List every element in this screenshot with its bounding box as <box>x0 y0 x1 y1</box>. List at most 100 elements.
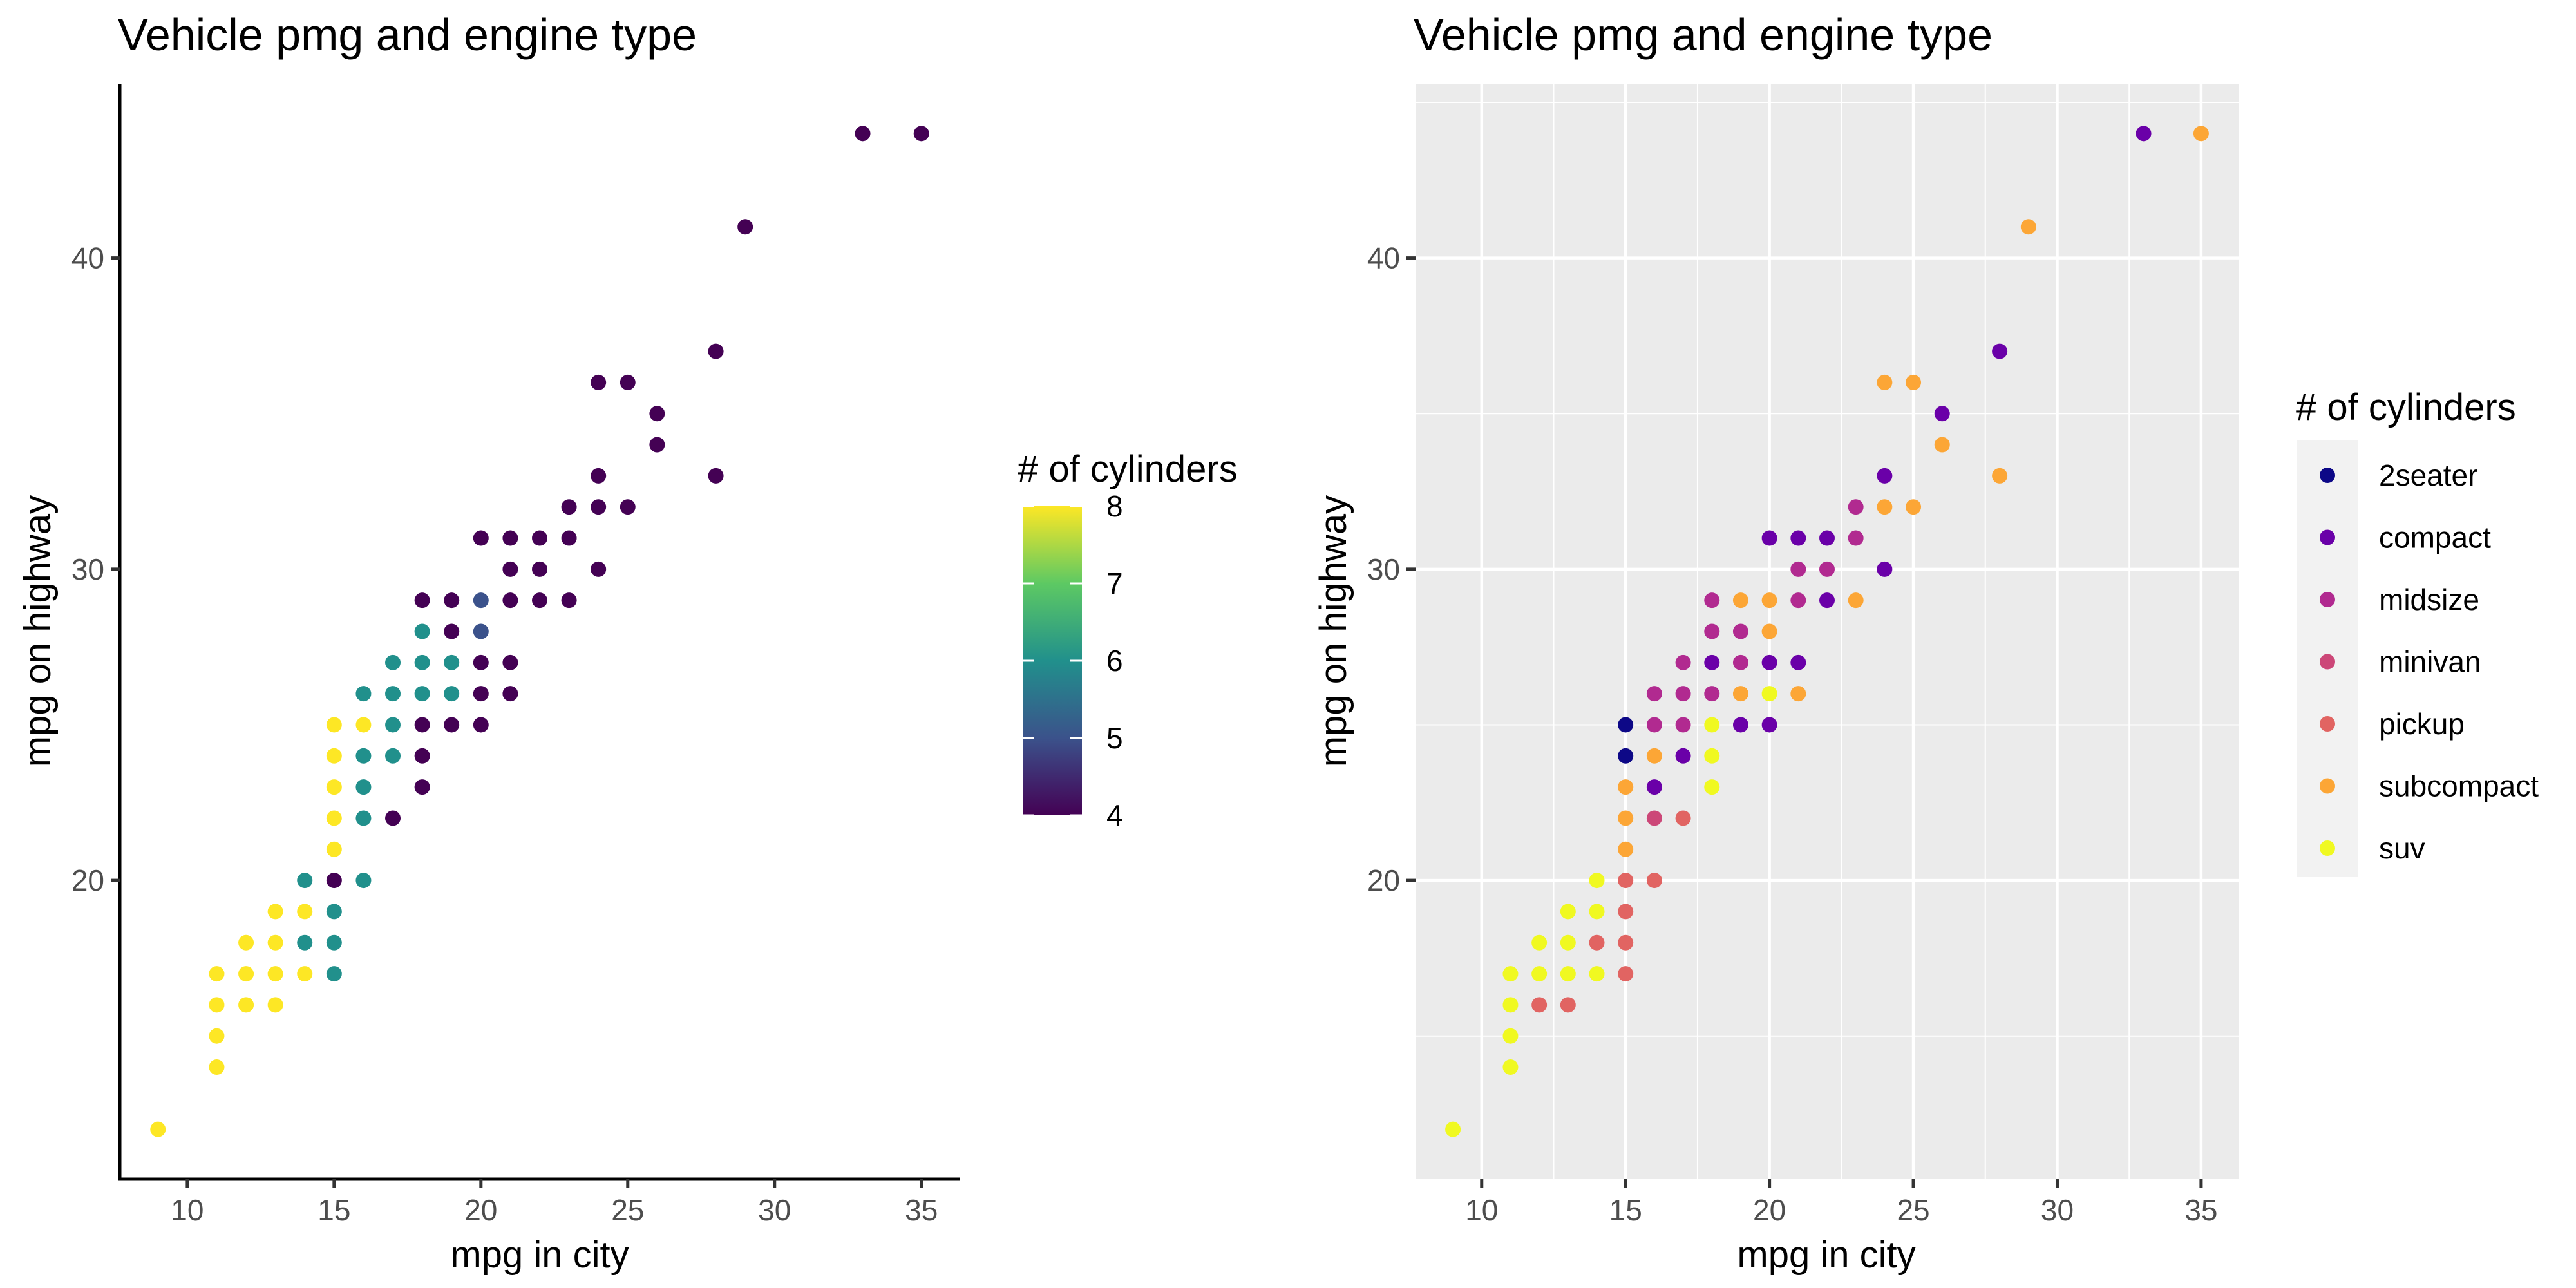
data-point <box>385 717 401 733</box>
x-tick-label: 15 <box>317 1193 350 1227</box>
data-point <box>1646 748 1662 764</box>
data-point <box>502 561 518 577</box>
data-point <box>1790 654 1806 670</box>
x-tick-label: 25 <box>611 1193 644 1227</box>
data-point <box>1819 530 1835 546</box>
data-point <box>502 654 518 670</box>
data-point <box>414 779 430 795</box>
data-point <box>414 748 430 764</box>
points-layer <box>1445 126 2209 1137</box>
data-point <box>326 873 342 889</box>
data-point <box>1618 841 1634 857</box>
data-point <box>1934 437 1950 453</box>
data-point <box>1790 686 1806 702</box>
data-point <box>1732 717 1748 733</box>
data-point <box>297 904 313 920</box>
data-point <box>1906 374 1922 390</box>
data-point <box>297 934 313 951</box>
legend-title: # of cylinders <box>1018 448 1238 490</box>
legend-label: pickup <box>2379 707 2465 741</box>
data-point <box>737 219 753 235</box>
data-point <box>1445 1121 1461 1137</box>
data-point <box>532 530 547 546</box>
legend-key-2seater <box>2320 468 2335 483</box>
chart-title: Vehicle pmg and engine type <box>118 10 697 60</box>
y-ticks: 20 30 40 <box>1367 242 1416 897</box>
data-point <box>473 623 489 639</box>
chart-title: Vehicle pmg and engine type <box>1414 10 1993 60</box>
data-point <box>385 686 401 702</box>
data-point <box>1704 592 1720 609</box>
data-point <box>1848 499 1864 515</box>
x-tick-label: 30 <box>758 1193 791 1227</box>
data-point <box>591 561 607 577</box>
data-point <box>1618 873 1634 889</box>
x-ticks: 10 15 20 25 30 35 <box>1465 1179 2217 1227</box>
colorbar-tick-label: 6 <box>1106 644 1123 677</box>
data-point <box>355 810 372 826</box>
data-point <box>1877 374 1893 390</box>
data-point <box>1906 499 1922 515</box>
data-point <box>1675 748 1691 764</box>
data-point <box>1589 873 1605 889</box>
data-point <box>1502 997 1519 1013</box>
data-point <box>1877 499 1893 515</box>
data-point <box>473 654 489 670</box>
data-point <box>1618 779 1634 795</box>
data-point <box>1502 966 1519 982</box>
x-tick-label: 25 <box>1897 1193 1929 1227</box>
data-point <box>267 997 283 1013</box>
data-point <box>1560 997 1576 1013</box>
data-point <box>444 592 460 609</box>
data-point <box>2193 126 2209 142</box>
data-point <box>1531 934 1548 951</box>
data-point <box>1790 530 1806 546</box>
legend-label: midsize <box>2379 583 2479 616</box>
data-point <box>1704 623 1720 639</box>
x-tick-label: 20 <box>464 1193 497 1227</box>
y-axis-label: mpg on highway <box>17 495 59 767</box>
data-point <box>561 530 577 546</box>
x-tick-label: 10 <box>1465 1193 1498 1227</box>
data-point <box>444 623 460 639</box>
data-point <box>297 873 313 889</box>
data-point <box>1732 686 1748 702</box>
plot-background <box>1416 84 2239 1179</box>
legend-label: suv <box>2379 831 2425 865</box>
data-point <box>1704 748 1720 764</box>
data-point <box>1732 623 1748 639</box>
data-point <box>267 966 283 982</box>
data-point <box>267 904 283 920</box>
data-point <box>1761 654 1777 670</box>
legend-label: minivan <box>2379 645 2481 679</box>
data-point <box>561 499 577 515</box>
discrete-legend: # of cylinders 2seater compact midsize mini… <box>2296 386 2539 877</box>
data-point <box>355 873 372 889</box>
data-point <box>855 126 871 142</box>
data-point <box>1618 748 1634 764</box>
data-point <box>591 499 607 515</box>
data-point <box>1790 592 1806 609</box>
data-point <box>1618 810 1634 826</box>
data-point <box>1502 1059 1519 1075</box>
data-point <box>1761 592 1777 609</box>
data-point <box>1646 779 1662 795</box>
data-point <box>1761 623 1777 639</box>
data-point <box>1675 717 1691 733</box>
data-point <box>561 592 577 609</box>
data-point <box>209 966 225 982</box>
x-axis-label: mpg in city <box>450 1234 629 1276</box>
x-tick-label: 35 <box>2184 1193 2217 1227</box>
data-point <box>444 686 460 702</box>
data-point <box>708 468 724 484</box>
data-point <box>473 530 489 546</box>
data-point <box>1589 904 1605 920</box>
data-point <box>591 468 607 484</box>
data-point <box>326 717 342 733</box>
y-tick-label: 30 <box>71 553 104 586</box>
colorbar-tick-label: 7 <box>1106 567 1123 600</box>
points-layer <box>150 126 929 1137</box>
data-point <box>238 997 254 1013</box>
data-point <box>326 966 342 982</box>
x-tick-label: 15 <box>1609 1193 1642 1227</box>
